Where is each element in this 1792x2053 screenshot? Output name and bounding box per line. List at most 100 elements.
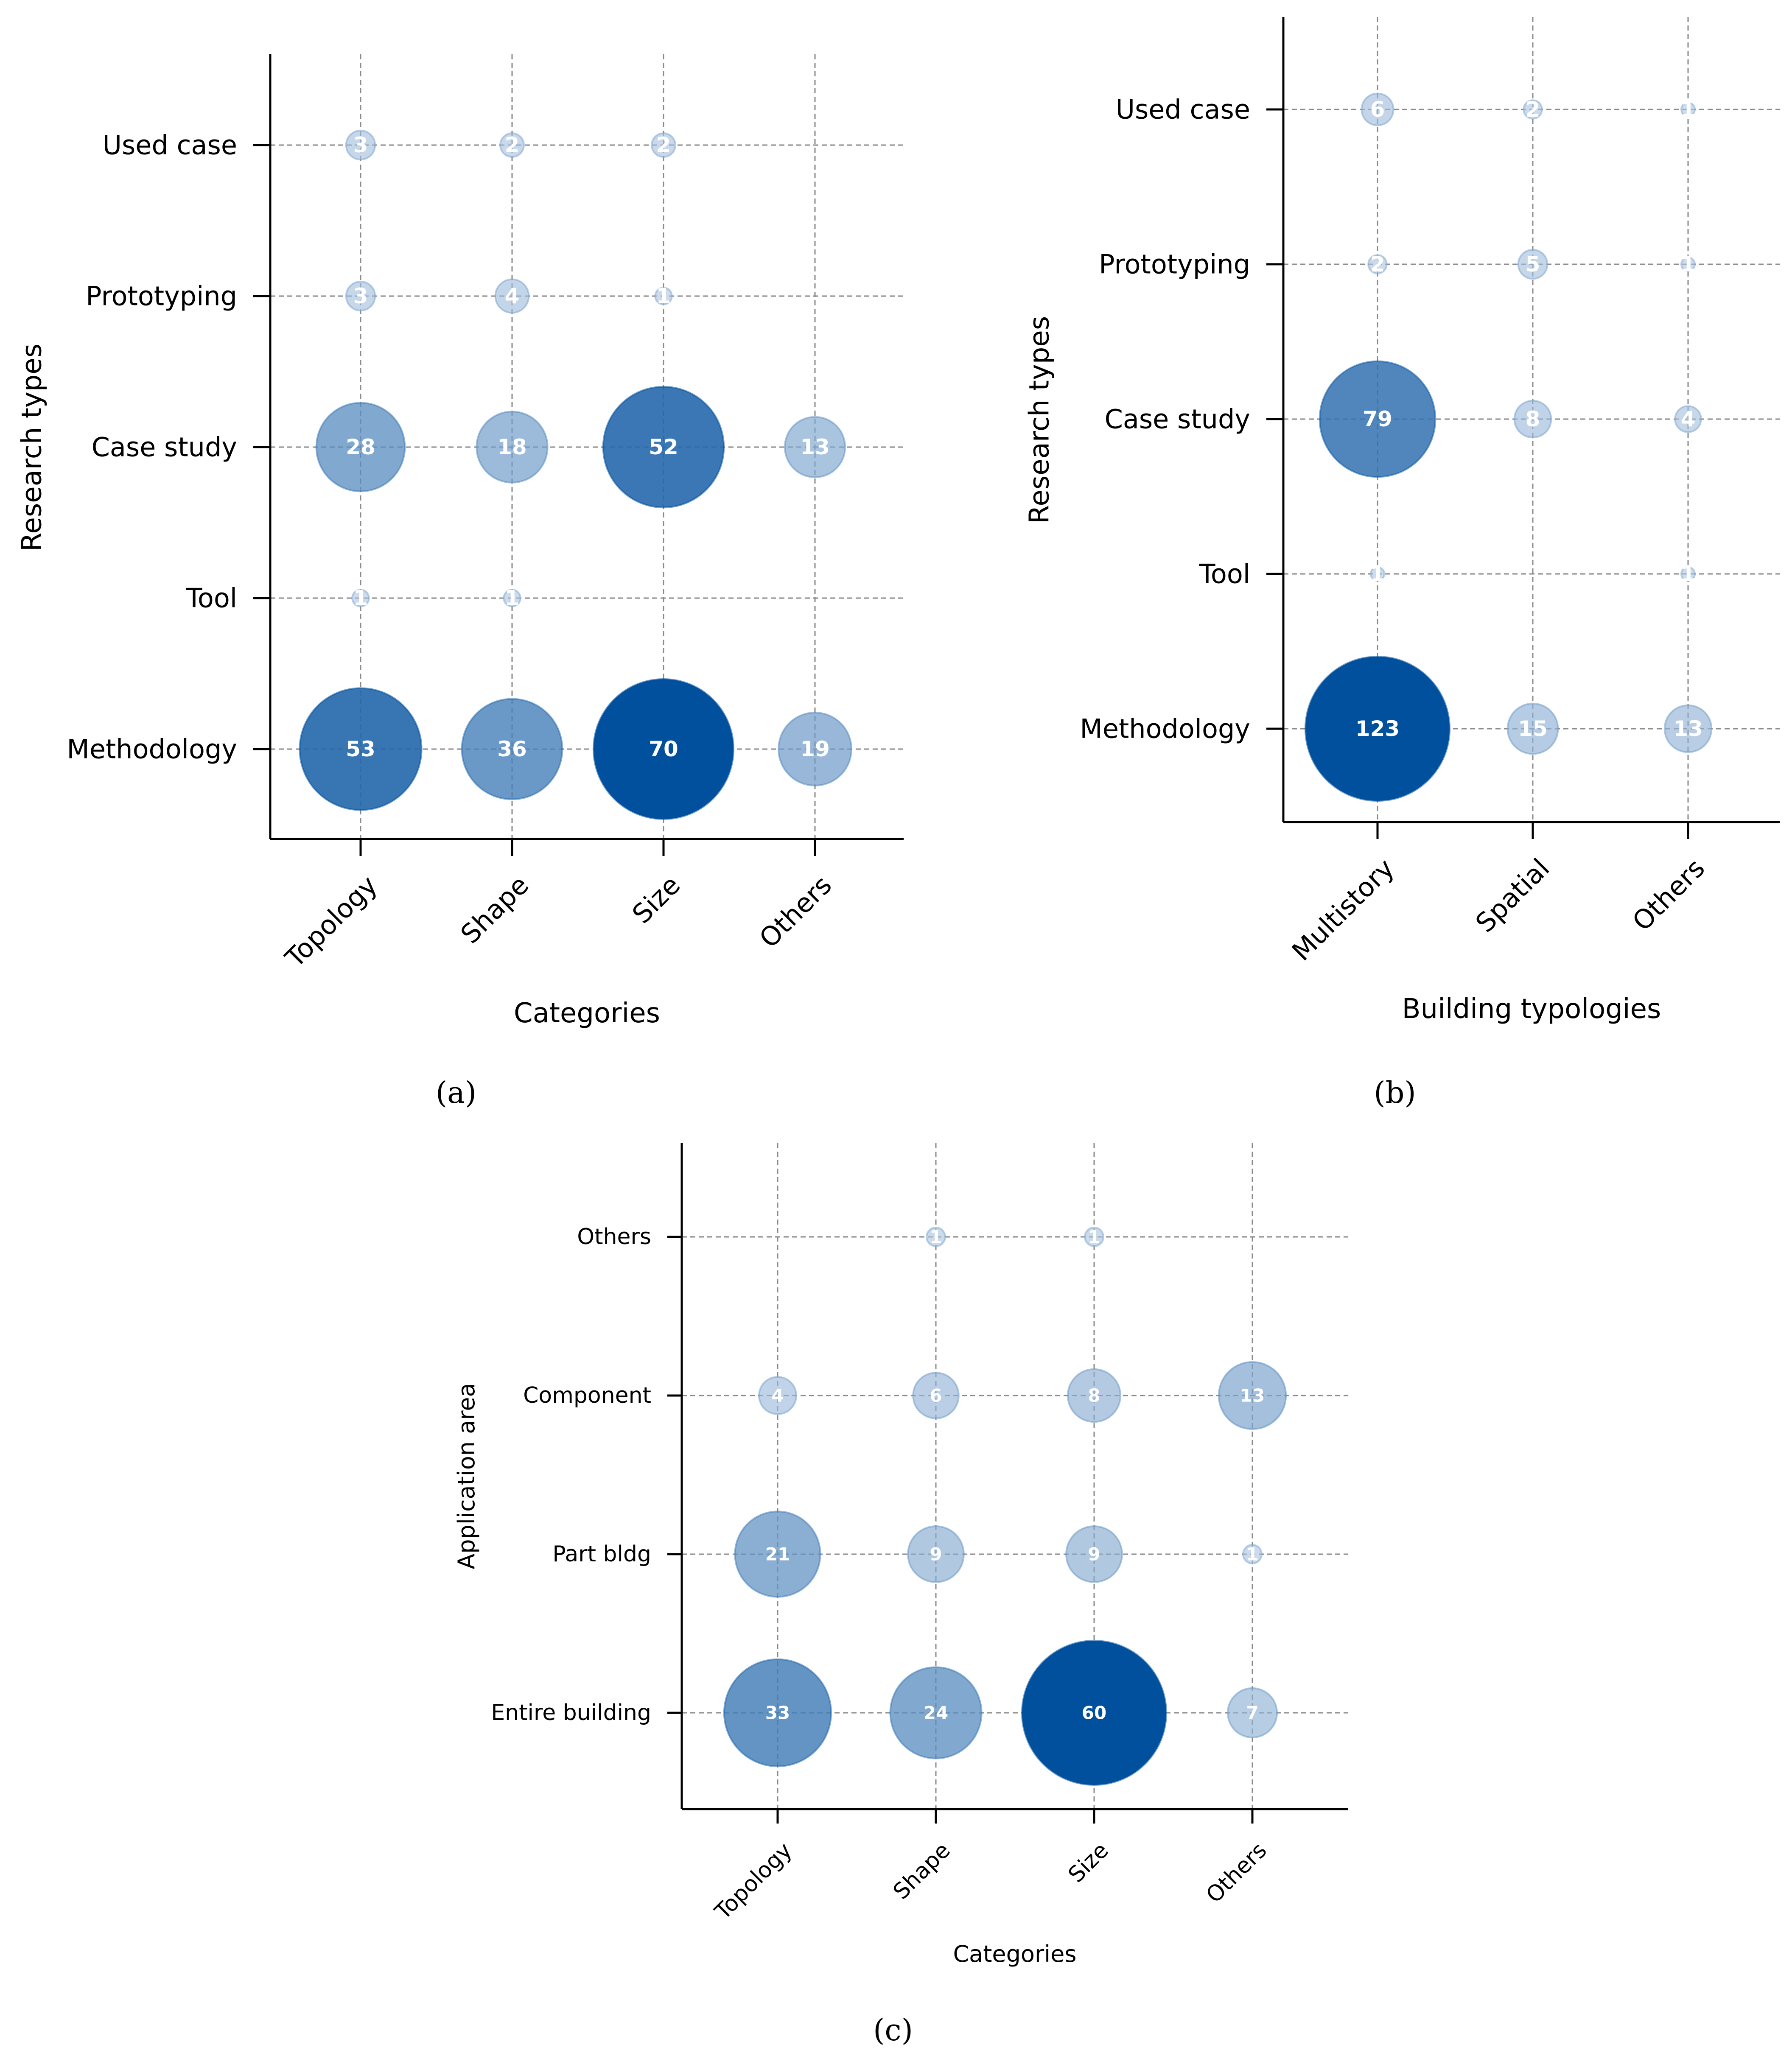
x-tick-label-topology: Topology [710, 1838, 797, 1924]
data-label-prototyping-spatial: 5 [1526, 252, 1540, 277]
bubble-others-shape [926, 1227, 946, 1247]
bubble-others-size [1084, 1227, 1104, 1247]
bubble-tool-topology [351, 589, 370, 607]
x-tick-label-size: Size [626, 870, 686, 930]
bubble-entire-building-others [1226, 1687, 1278, 1739]
bubble-methodology-spatial [1506, 702, 1559, 755]
data-label-others-size: 1 [1088, 1227, 1100, 1247]
y-tick-label-prototyping: Prototyping [86, 281, 237, 312]
y-tick-label-others: Others [577, 1224, 651, 1250]
panel-b: 123 79 15 13 8 6 5 4 2 2 1 1 1 1 Methodology Tool Case s… [1024, 17, 1780, 1110]
bubble-entire-building-shape [889, 1666, 983, 1759]
bubble-component-topology [758, 1376, 797, 1415]
data-label-case-study-others: 4 [1681, 407, 1696, 431]
data-label-case-study-shape: 18 [497, 435, 527, 459]
x-tick-label-size: Size [1064, 1838, 1114, 1888]
panel-caption: (b) [1374, 1075, 1416, 1110]
data-label-prototyping-multistory: 2 [1370, 252, 1385, 277]
y-tick-label-case-study: Case study [1105, 404, 1250, 435]
data-label-methodology-size: 70 [649, 737, 678, 761]
data-label-prototyping-topology: 3 [353, 284, 368, 308]
data-label-entire-building-size: 60 [1082, 1703, 1106, 1723]
data-label-methodology-others: 19 [800, 737, 830, 761]
y-tick-label-used-case: Used case [1116, 94, 1250, 125]
bubble-used-case-size [651, 132, 676, 158]
bubble-tool-others [1680, 566, 1696, 582]
y-tick-label-tool: Tool [186, 583, 237, 614]
data-label-tool-multistory: 1 [1370, 562, 1385, 586]
data-label-case-study-multistory: 79 [1363, 407, 1392, 431]
y-tick-label-part-bldg: Part bldg [552, 1541, 651, 1567]
y-tick-label-tool: Tool [1199, 559, 1250, 590]
bubble-methodology-others [1663, 704, 1713, 753]
bubble-prototyping-shape [494, 278, 530, 314]
data-label-used-case-size: 2 [656, 133, 671, 157]
bubble-used-case-shape [499, 132, 525, 158]
bubble-case-study-multistory [1319, 360, 1436, 478]
bubble-methodology-others [778, 712, 852, 786]
data-label-tool-shape: 1 [505, 586, 520, 610]
bubble-used-case-multistory [1361, 92, 1394, 126]
bubble-used-case-spatial [1523, 99, 1543, 120]
y-tick-label-methodology: Methodology [67, 734, 237, 765]
data-label-prototyping-size: 1 [656, 284, 671, 308]
bubble-entire-building-size [1021, 1640, 1167, 1786]
data-label-case-study-others: 13 [800, 435, 830, 459]
data-label-prototyping-others: 1 [1681, 252, 1696, 277]
data-label-methodology-shape: 36 [497, 737, 527, 761]
data-label-case-study-spatial: 8 [1526, 407, 1540, 431]
bubble-prototyping-multistory [1367, 254, 1388, 274]
bubble-case-study-topology [315, 402, 406, 492]
bubble-component-others [1218, 1361, 1287, 1430]
bubble-methodology-shape [461, 698, 563, 800]
data-label-component-shape: 6 [930, 1385, 942, 1406]
data-label-component-others: 13 [1240, 1385, 1265, 1406]
bubble-used-case-others [1680, 102, 1696, 117]
bubble-case-study-spatial [1513, 400, 1552, 439]
bubble-tool-shape [503, 589, 521, 607]
data-label-methodology-others: 13 [1673, 716, 1703, 741]
data-label-prototyping-shape: 4 [505, 284, 520, 308]
y-axis-label: Research types [1024, 316, 1055, 524]
data-label-tool-others: 1 [1681, 562, 1696, 586]
x-tick-label-shape: Shape [888, 1838, 955, 1905]
bubble-case-study-others [784, 416, 846, 478]
data-label-component-topology: 4 [771, 1385, 784, 1406]
bubble-tool-multistory [1370, 566, 1385, 582]
data-label-case-study-size: 52 [649, 435, 678, 459]
bubble-part-bldg-shape [907, 1525, 965, 1583]
bubble-case-study-shape [476, 411, 549, 484]
data-label-component-size: 8 [1088, 1385, 1100, 1406]
x-tick-label-others: Others [1626, 853, 1711, 937]
x-tick-label-topology: Topology [279, 870, 384, 974]
bubble-part-bldg-size [1065, 1525, 1123, 1583]
bubble-component-size [1067, 1368, 1122, 1423]
data-label-used-case-spatial: 2 [1526, 97, 1540, 122]
y-tick-label-prototyping: Prototyping [1099, 249, 1250, 280]
bubble-entire-building-topology [723, 1658, 832, 1768]
bubble-methodology-topology [299, 687, 423, 811]
bubble-prototyping-others [1680, 257, 1696, 272]
data-label-entire-building-shape: 24 [924, 1703, 948, 1723]
panel-caption: (c) [873, 2013, 913, 2047]
bubble-methodology-multistory [1305, 656, 1450, 802]
data-label-part-bldg-size: 9 [1088, 1544, 1100, 1565]
data-label-entire-building-topology: 33 [765, 1703, 790, 1723]
data-label-methodology-multistory: 123 [1355, 716, 1400, 741]
data-label-used-case-others: 1 [1681, 97, 1696, 122]
data-label-methodology-topology: 53 [346, 737, 375, 761]
data-label-case-study-topology: 28 [346, 435, 375, 459]
x-axis-label: Categories [514, 998, 660, 1029]
panel-a: 70 53 52 36 28 19 18 13 4 3 3 2 2 1 1 1 Methodology Tool C… [16, 54, 904, 1110]
bubble-part-bldg-others [1242, 1544, 1263, 1564]
y-axis-label: Application area [453, 1383, 480, 1569]
data-label-tool-topology: 1 [353, 586, 368, 610]
y-tick-label-methodology: Methodology [1080, 713, 1250, 744]
x-tick-label-multistory: Multistory [1286, 853, 1400, 967]
data-label-part-bldg-others: 1 [1246, 1544, 1258, 1565]
y-tick-label-used-case: Used case [103, 130, 237, 161]
data-label-used-case-shape: 2 [505, 133, 520, 157]
x-tick-label-shape: Shape [455, 870, 535, 950]
x-tick-label-others: Others [1201, 1838, 1272, 1908]
